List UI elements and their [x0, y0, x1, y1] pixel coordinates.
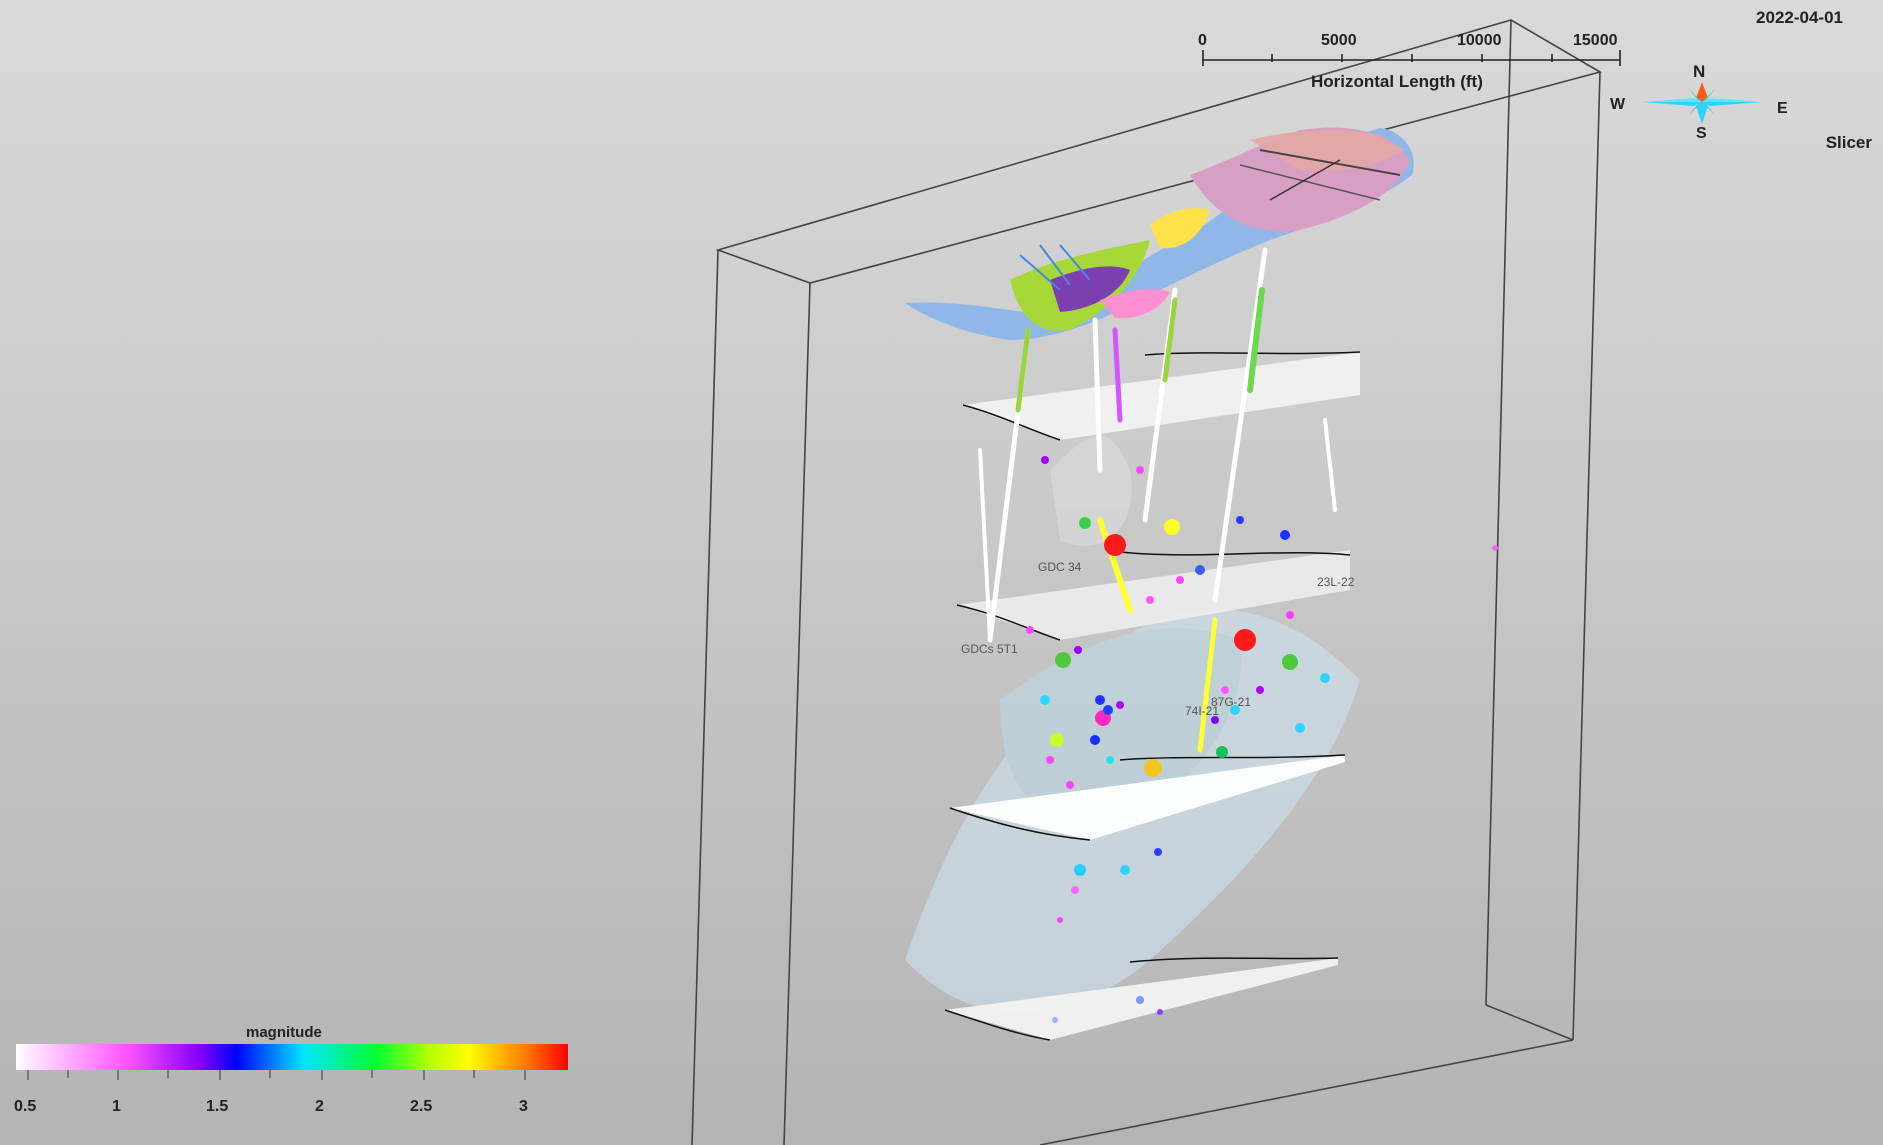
legend-tick-1: 1: [112, 1098, 121, 1115]
bounding-box: [691, 19, 1603, 1145]
well-label-87g-21: 87G-21: [1211, 695, 1251, 709]
legend-tick-1-5: 1.5: [206, 1098, 229, 1115]
geologic-surface-map: [905, 127, 1414, 340]
legend-tick-2: 2: [315, 1098, 324, 1115]
scalebar-tick-10000: 10000: [1457, 32, 1502, 49]
well-label-gdc34: GDC 34: [1038, 560, 1082, 574]
seismic-events: [1026, 456, 1498, 1023]
legend-title: magnitude: [246, 1024, 322, 1041]
scalebar-tick-5000: 5000: [1321, 32, 1357, 49]
legend-tick-0-5: 0.5: [14, 1098, 37, 1115]
legend-ticks: [27, 1070, 526, 1080]
scalebar-tick-0: 0: [1198, 32, 1207, 49]
slicer-button[interactable]: Slicer: [1825, 133, 1872, 152]
scalebar-ruler: [1202, 50, 1621, 66]
compass-east-label: E: [1777, 100, 1788, 117]
compass-west-label: W: [1610, 96, 1626, 113]
compass-rose-icon: [1642, 82, 1762, 124]
well-label-74i-21: 74I-21: [1185, 704, 1219, 718]
legend-tick-3: 3: [519, 1098, 528, 1115]
isosurface-volume: [905, 436, 1360, 1013]
compass-south-label: S: [1696, 125, 1707, 142]
magnitude-colorbar: [16, 1044, 568, 1070]
well-trajectories: [978, 247, 1337, 753]
compass-north-label: N: [1693, 62, 1705, 81]
legend-tick-2-5: 2.5: [410, 1098, 433, 1115]
date-stamp: 2022-04-01: [1756, 8, 1843, 27]
well-label-gdcs5t1: GDCs 5T1: [961, 642, 1018, 656]
scalebar-title: Horizontal Length (ft): [1311, 72, 1483, 91]
well-label-23l-22: 23L-22: [1317, 575, 1355, 589]
scalebar-tick-15000: 15000: [1573, 32, 1618, 49]
